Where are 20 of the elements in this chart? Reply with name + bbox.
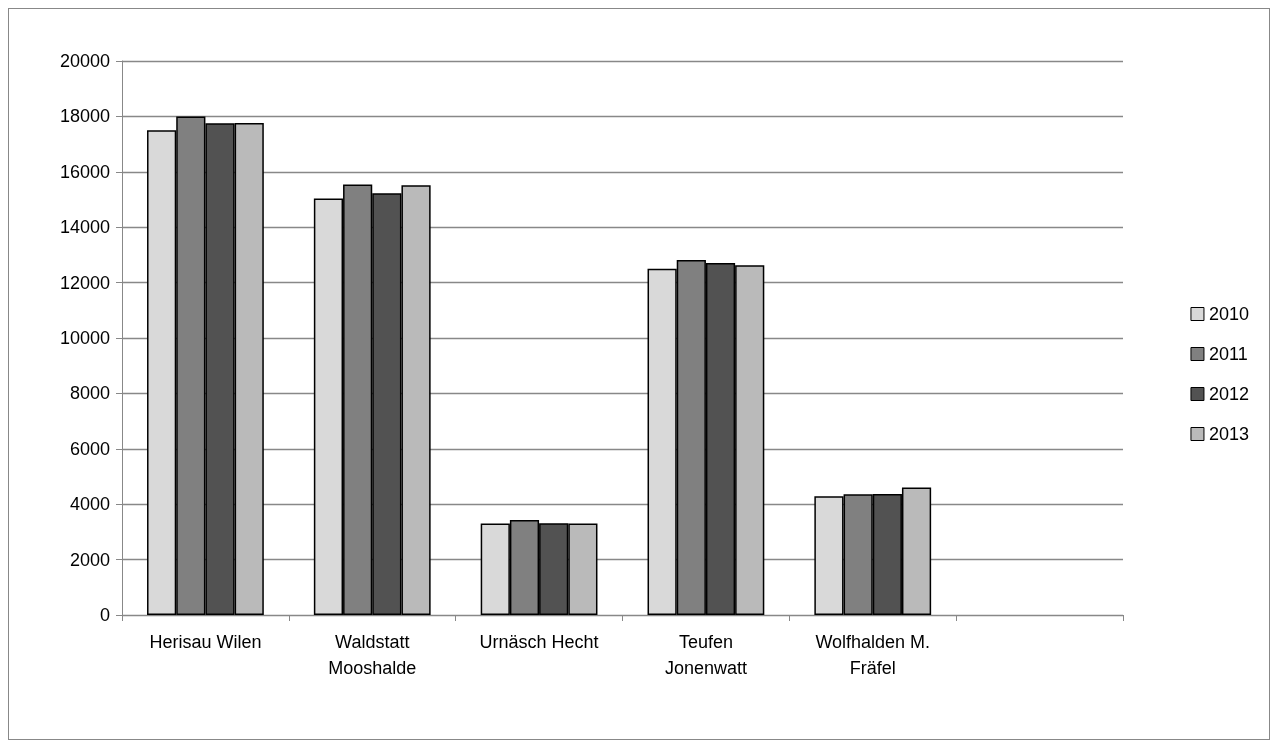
x-tick-label: Urnäsch Hecht [479,632,599,652]
y-tick-label: 14000 [59,217,110,238]
y-tick-label: 16000 [59,161,110,182]
y-tick-label: 6000 [69,438,110,459]
x-tick-label: Herisau Wilen [149,632,262,652]
x-tick-label: Wolfhalden M. Fräfel [815,632,931,678]
x-tick-label: Teufen Jonenwatt [664,632,747,678]
x-tick-label: Waldstatt Mooshalde [328,632,417,678]
y-tick-label: 0 [99,605,110,625]
legend-label: 2012 [1208,384,1249,404]
y-tick-label: 8000 [69,383,110,404]
legend-label: 2011 [1208,344,1248,364]
y-tick-label: 2000 [69,549,110,570]
y-tick-label: 18000 [59,106,110,127]
legend-label: 2010 [1208,304,1249,324]
y-tick-label: 10000 [59,328,110,348]
legend-label: 2013 [1208,424,1249,444]
y-tick-label: 20000 [59,51,110,71]
y-tick-label: 12000 [59,272,110,293]
y-tick-label: 4000 [69,494,110,515]
